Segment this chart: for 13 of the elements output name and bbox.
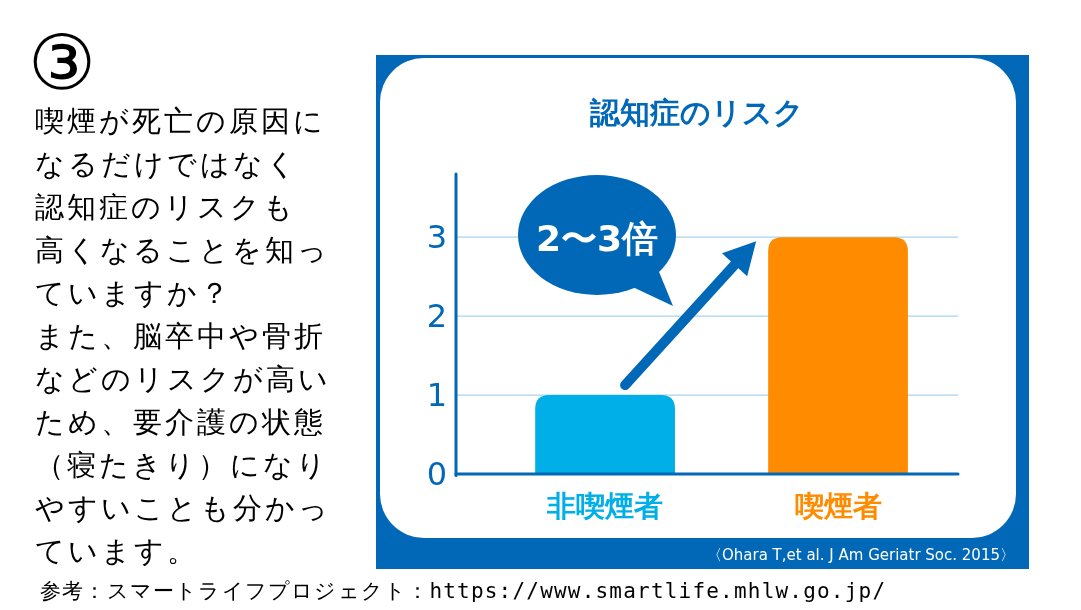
y-tick-label: 2: [426, 297, 448, 336]
y-tick-label: 0: [426, 455, 448, 493]
x-tick-label: 喫煙者: [794, 489, 882, 523]
y-tick-label: 3: [426, 218, 448, 257]
annotation: 2〜3倍: [535, 217, 659, 259]
text: 高くなることを知っていますか？: [35, 232, 331, 312]
y-tick-label: 1: [426, 376, 448, 415]
text: 〈Ohara T,et al. J Am Geriatr Soc. 2015〉: [706, 546, 1015, 564]
text: また、脳卒中や骨折などのリスクが高いため、要介護の状態（寝たきり）になりやすいことも分かっています。: [35, 318, 331, 570]
x-tick-label: 非喫煙者: [546, 489, 664, 523]
chart-title: 認知症のリスク: [589, 94, 804, 130]
text: 参考：スマートライフプロジェクト：https://www.smartlife.mhlw.go.jp/: [40, 579, 887, 603]
text: 認知症のリスクも: [35, 189, 297, 226]
